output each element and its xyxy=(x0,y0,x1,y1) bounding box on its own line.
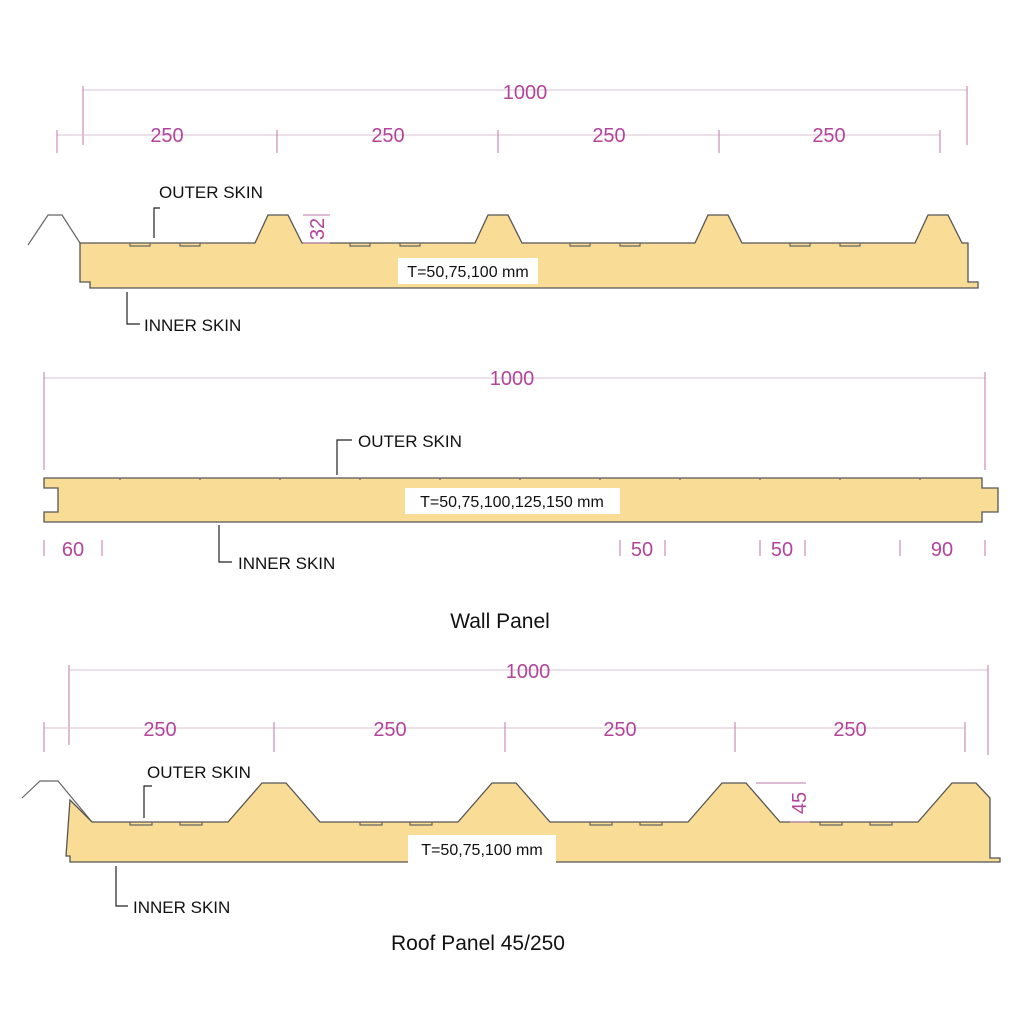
inner-skin-label: INNER SKIN xyxy=(144,316,241,335)
rib-height-label: 45 xyxy=(789,792,811,814)
thickness-badge xyxy=(398,258,538,284)
inner-skin-leader xyxy=(115,866,128,907)
overlap-lip xyxy=(27,214,81,246)
panel-core xyxy=(79,214,979,289)
outer-skin-label: OUTER SKIN xyxy=(159,183,263,202)
roof-panel-title: Roof Panel 45/250 xyxy=(391,932,565,955)
overall-dimension-label: 1000 xyxy=(506,661,551,683)
thickness-label: T=50,75,100 mm xyxy=(421,842,542,859)
thickness-label: T=50,75,100 mm xyxy=(407,264,528,281)
wall-panel: 1000 T=50,75,100,125,150 mm OUTER SKIN I… xyxy=(43,368,999,633)
outer-skin-leader xyxy=(153,207,160,238)
outer-skin-leader xyxy=(336,439,352,475)
thickness-label: T=50,75,100,125,150 mm xyxy=(420,494,604,511)
overlap-lip xyxy=(21,780,93,823)
overall-dimension-label: 1000 xyxy=(503,82,548,104)
wall-panel-title: Wall Panel xyxy=(450,610,550,633)
outer-skin-leader xyxy=(143,785,152,818)
rib-dimension-label: 250 xyxy=(812,125,845,147)
surface-grooves xyxy=(129,243,861,247)
rib-dimension-label: 250 xyxy=(373,719,406,741)
panel-core xyxy=(65,782,1001,863)
rib-dimension-label: 250 xyxy=(592,125,625,147)
inner-skin-leader xyxy=(218,525,232,563)
inner-skin-leader xyxy=(126,292,140,325)
rib-dimension-label: 250 xyxy=(150,125,183,147)
outer-skin-label: OUTER SKIN xyxy=(358,432,462,451)
bottom-dimension-label: 90 xyxy=(931,539,953,561)
surface-marks xyxy=(119,478,921,480)
bottom-dimension-label: 50 xyxy=(631,539,653,561)
outer-skin-label: OUTER SKIN xyxy=(147,763,251,782)
rib-dimension-label: 250 xyxy=(143,719,176,741)
rib-dimension-label: 250 xyxy=(371,125,404,147)
thickness-badge xyxy=(408,835,556,863)
thickness-badge xyxy=(405,488,620,514)
inner-skin-label: INNER SKIN xyxy=(133,898,230,917)
rib-dimension-label: 250 xyxy=(603,719,636,741)
bottom-dimension-label: 60 xyxy=(62,539,84,561)
roof-panel: 1000 250 250 250 250 45 T=50,75,100 mm O… xyxy=(21,661,1001,955)
top-panel: 1000 250 250 250 250 32 T=50,75,100 mm O… xyxy=(27,82,979,335)
surface-grooves xyxy=(129,822,893,826)
rib-height-label: 32 xyxy=(307,218,329,240)
bottom-dimension-label: 50 xyxy=(771,539,793,561)
inner-skin-label: INNER SKIN xyxy=(238,554,335,573)
overall-dimension-label: 1000 xyxy=(490,368,535,390)
rib-dimension-label: 250 xyxy=(833,719,866,741)
